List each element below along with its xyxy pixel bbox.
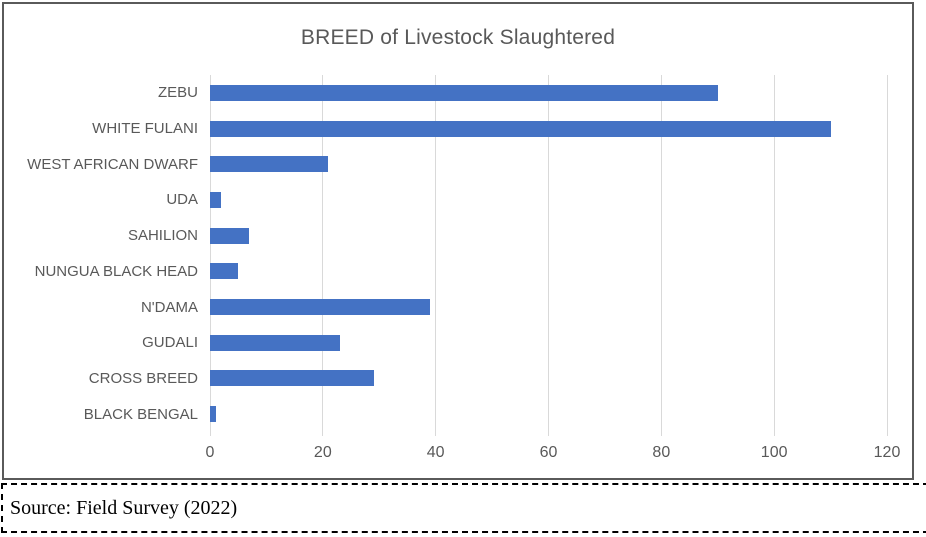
category-label: WHITE FULANI [92, 120, 198, 138]
plot-area [209, 75, 888, 436]
category-label: WEST AFRICAN DWARF [27, 155, 198, 173]
bar-row [210, 182, 887, 218]
bar [210, 120, 831, 137]
bar [210, 227, 250, 244]
x-tick-label: 120 [873, 444, 901, 461]
gridline [660, 75, 662, 436]
bar [210, 370, 374, 387]
gridline [886, 75, 888, 436]
x-axis-labels: 0 20 40 60 80 100 120 [206, 444, 901, 464]
x-tick-label: 40 [426, 444, 445, 461]
bar [210, 156, 329, 173]
bar [210, 334, 340, 351]
bars [210, 75, 887, 432]
x-tick-label: 60 [539, 444, 558, 461]
x-tick-label: 0 [205, 444, 215, 461]
gridline [322, 75, 324, 436]
x-tick-label: 80 [652, 444, 671, 461]
chart-container: BREED of Livestock Slaughtered ZEBU WHITE… [2, 2, 914, 480]
category-label: GUDALI [142, 334, 198, 352]
bar-row [210, 396, 887, 432]
category-labels: ZEBU WHITE FULANI WEST AFRICAN DWARF UDA SAH… [4, 75, 202, 432]
source-text: Source: Field Survey (2022) [10, 496, 238, 519]
gridline [209, 75, 211, 436]
category-label: SAHILION [127, 227, 198, 245]
x-tick-label: 100 [760, 444, 788, 461]
bar-row [210, 361, 887, 397]
x-tick-label: 20 [313, 444, 332, 461]
category-label: ZEBU [157, 84, 198, 102]
bar-row [210, 75, 887, 111]
bar-row [210, 289, 887, 325]
bar-row [210, 254, 887, 290]
gridline [773, 75, 775, 436]
bar [210, 84, 718, 101]
source-box: Source: Field Survey (2022) [1, 483, 926, 533]
category-label: UDA [166, 191, 198, 209]
gridline [548, 75, 549, 436]
bar-row [210, 325, 887, 361]
bar-row [210, 146, 887, 182]
chart-title: BREED of Livestock Slaughtered [300, 26, 616, 49]
bar [210, 263, 239, 280]
bar [210, 406, 216, 423]
bar [210, 191, 222, 208]
category-label: N'DAMA [140, 298, 198, 316]
category-label: NUNGUA BLACK HEAD [34, 262, 198, 280]
bar [210, 299, 431, 316]
category-label: BLACK BENGAL [83, 405, 198, 423]
bar-row [210, 218, 887, 254]
category-label: CROSS BREED [88, 369, 198, 387]
gridline [435, 75, 437, 436]
bar-row [210, 111, 887, 147]
